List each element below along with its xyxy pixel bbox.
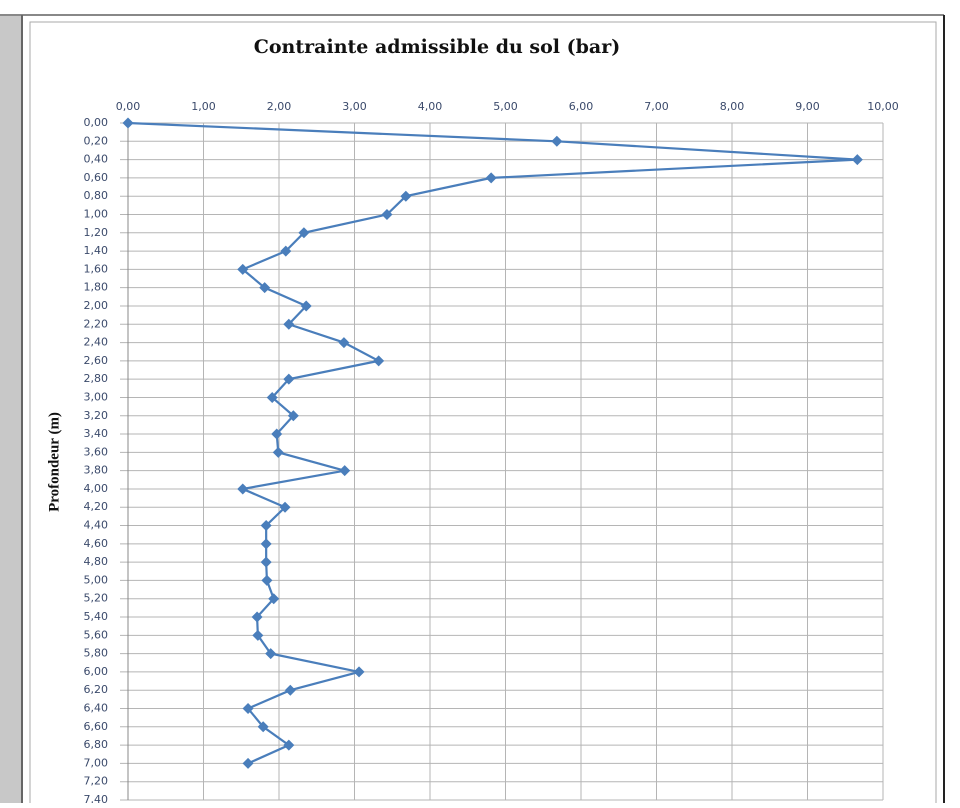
y-tick-label: 3,20: [84, 409, 109, 422]
data-marker: [298, 227, 310, 239]
data-marker: [261, 574, 273, 586]
y-tick-label: 7,40: [84, 793, 109, 803]
data-marker: [122, 117, 134, 129]
y-tick-label: 6,00: [84, 665, 109, 678]
data-marker: [237, 263, 249, 275]
data-marker: [237, 483, 249, 495]
data-marker: [283, 318, 295, 330]
data-marker: [260, 556, 272, 568]
y-tick-label: 3,80: [84, 464, 109, 477]
chart-title: Contrainte admissible du sol (bar): [254, 36, 620, 58]
y-tick-label: 6,80: [84, 738, 109, 751]
data-marker: [252, 629, 264, 641]
y-tick-label: 1,20: [84, 226, 109, 239]
y-tick-label: 5,40: [84, 610, 109, 623]
x-tick-label: 8,00: [720, 100, 745, 113]
data-marker: [268, 593, 280, 605]
y-tick-label: 7,20: [84, 775, 109, 788]
data-marker: [283, 739, 295, 751]
y-tick-label: 1,80: [84, 281, 109, 294]
data-marker: [338, 337, 350, 349]
data-marker: [339, 465, 351, 477]
y-tick-label: 5,20: [84, 592, 109, 605]
data-marker: [485, 172, 497, 184]
y-tick-label: 4,20: [84, 500, 109, 513]
data-marker: [400, 190, 412, 202]
y-tick-label: 2,60: [84, 354, 109, 367]
y-tick-label: 0,20: [84, 134, 109, 147]
data-marker: [353, 666, 365, 678]
data-marker: [851, 154, 863, 166]
y-tick-label: 2,00: [84, 299, 109, 312]
data-marker: [272, 446, 284, 458]
plot: 0,00 1,00 2,00 3,00 4,00 5,00 6,00 7,00 8,00 9,00…: [84, 100, 899, 806]
y-tick-label: 0,80: [84, 189, 109, 202]
x-tick-label: 0,00: [116, 100, 141, 113]
y-tick-label: 1,60: [84, 262, 109, 275]
data-marker: [381, 208, 393, 220]
data-marker: [271, 428, 283, 440]
x-tick-label: 4,00: [418, 100, 443, 113]
data-marker: [373, 355, 385, 367]
y-tick-label: 6,20: [84, 683, 109, 696]
data-marker: [242, 757, 254, 769]
y-axis-label: Profondeur (m): [46, 412, 62, 512]
data-marker: [266, 391, 278, 403]
data-marker: [251, 611, 263, 623]
data-marker: [551, 135, 563, 147]
sheet-edge: [0, 14, 22, 803]
y-tick-label: 4,80: [84, 555, 109, 568]
data-marker: [260, 520, 272, 532]
x-tick-label: 2,00: [267, 100, 292, 113]
x-tick-label: 1,00: [191, 100, 216, 113]
y-tick-label: 4,00: [84, 482, 109, 495]
data-marker: [257, 721, 269, 733]
data-marker: [260, 538, 272, 550]
data-marker: [287, 410, 299, 422]
y-tick-label: 2,20: [84, 317, 109, 330]
data-marker: [300, 300, 312, 312]
y-tick-label: 5,00: [84, 573, 109, 586]
y-tick-label: 0,40: [84, 153, 109, 166]
y-tick-label: 5,80: [84, 647, 109, 660]
data-marker: [242, 703, 254, 715]
y-tick-label: 4,60: [84, 537, 109, 550]
data-marker: [283, 373, 295, 385]
x-tick-label: 7,00: [644, 100, 669, 113]
y-tick-label: 0,60: [84, 171, 109, 184]
x-tick-label: 9,00: [795, 100, 820, 113]
y-tick-label: 6,40: [84, 702, 109, 715]
data-marker: [265, 648, 277, 660]
y-tick-label: 3,00: [84, 390, 109, 403]
y-tick-label: 7,00: [84, 756, 109, 769]
y-tick-label: 3,60: [84, 445, 109, 458]
y-tick-label: 2,80: [84, 372, 109, 385]
y-tick-label: 1,40: [84, 244, 109, 257]
data-marker: [259, 282, 271, 294]
data-line: [127, 121, 858, 765]
data-marker: [279, 501, 291, 513]
y-tick-label: 2,40: [84, 336, 109, 349]
data-marker: [280, 245, 292, 257]
y-tick-label: 6,60: [84, 720, 109, 733]
chart-area: [29, 21, 937, 808]
x-tick-label: 10,00: [867, 100, 899, 113]
y-tick-label: 1,00: [84, 207, 109, 220]
data-marker: [284, 684, 296, 696]
y-tick-label: 4,40: [84, 519, 109, 532]
x-tick-label: 6,00: [569, 100, 594, 113]
y-tick-label: 3,40: [84, 427, 109, 440]
y-tick-label: 5,60: [84, 628, 109, 641]
y-tick-label: 0,00: [84, 116, 109, 129]
x-tick-label: 3,00: [342, 100, 367, 113]
x-tick-label: 5,00: [493, 100, 518, 113]
